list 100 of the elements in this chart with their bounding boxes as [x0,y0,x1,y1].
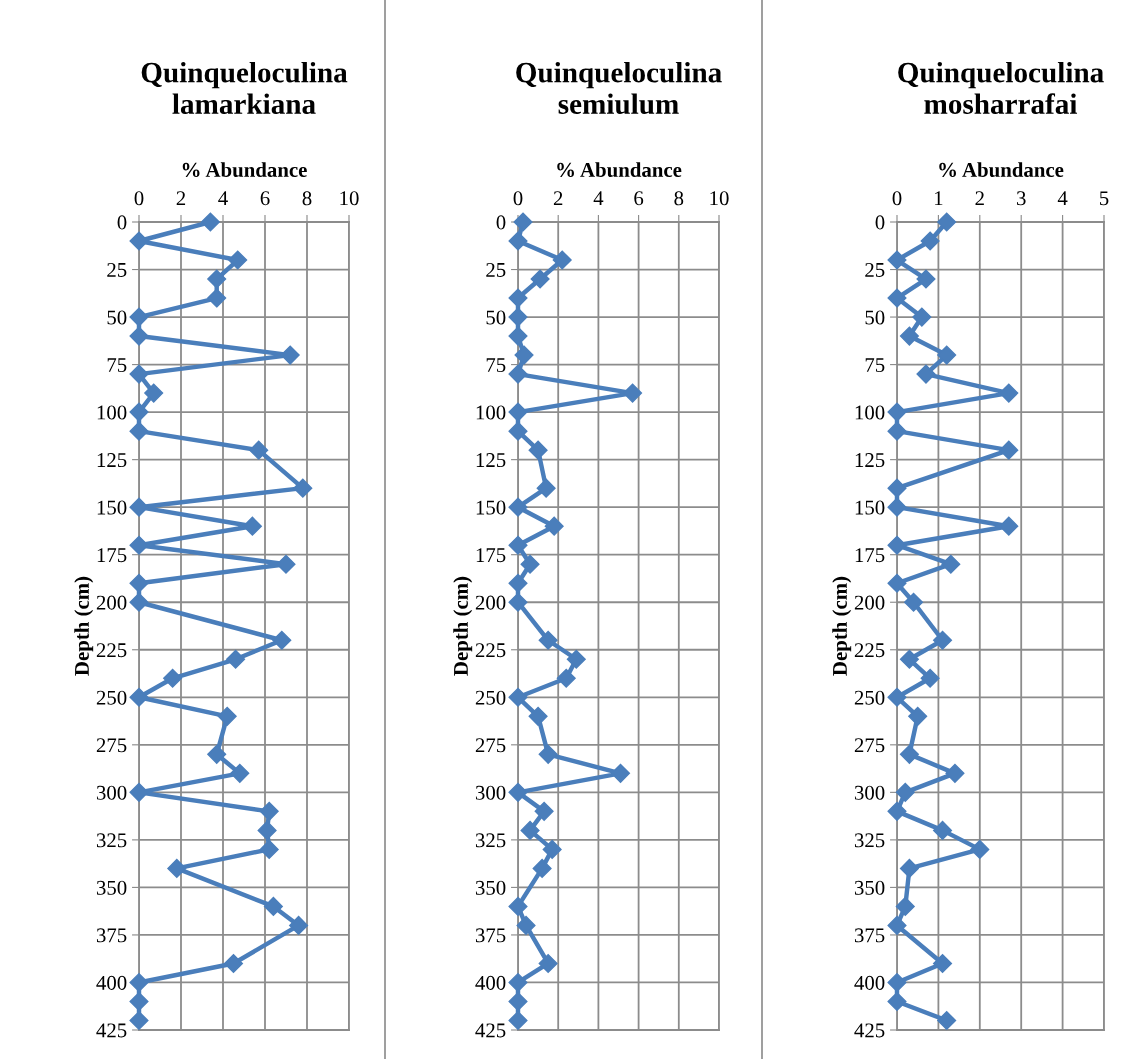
point [933,953,953,973]
y-tick-label: 200 [475,595,506,610]
point [129,421,149,441]
y-tick-label: 325 [475,833,506,848]
point [887,573,907,593]
point [623,383,643,403]
point [887,478,907,498]
y-tick-label: 0 [496,215,506,230]
y-tick-label: 0 [117,215,127,230]
y-tick-label: 0 [875,215,885,230]
point [207,744,227,764]
point [508,991,528,1012]
point [532,858,552,878]
x-tick-label: 6 [634,191,644,206]
point [899,744,919,764]
y-tick-label: 400 [475,975,506,990]
y-axis-title: Depth (cm) [832,576,852,676]
x-tick-label: 0 [892,191,902,206]
y-tick-label: 50 [486,310,506,325]
point [534,801,554,821]
point [937,212,957,232]
y-tick-label: 275 [475,738,506,753]
x-tick-label: 0 [513,191,523,206]
y-tick-label: 150 [855,500,885,515]
y-tick-label: 425 [96,1023,127,1038]
point [895,782,915,802]
point [920,231,940,251]
y-tick-label: 200 [854,595,885,610]
point [933,630,953,650]
point [257,820,277,840]
point [223,953,244,973]
point [129,782,149,802]
point [129,364,149,384]
y-tick-label: 150 [476,500,506,515]
point [293,478,313,498]
y-tick-label: 225 [475,643,506,658]
point [508,231,528,251]
point [542,839,562,859]
x-tick-label: 2 [975,191,984,206]
y-tick-label: 250 [475,690,506,705]
point [887,250,907,270]
y-tick-label: 425 [475,1023,506,1038]
point [941,554,961,574]
point [129,326,149,346]
point [516,915,536,935]
point [217,706,237,726]
y-tick-label: 150 [97,500,127,515]
x-tick-label: 8 [674,191,684,206]
point [999,516,1019,536]
y-axis-title: Depth (cm) [453,576,473,676]
point [887,801,907,821]
chart-title: Quinqueloculina lamarkiana [141,61,348,114]
point [887,915,907,935]
point [129,307,149,327]
point [226,649,246,669]
y-tick-label: 25 [865,262,885,277]
y-tick-label: 375 [475,928,506,943]
y-tick-label: 125 [97,453,127,468]
y-tick-label: 25 [107,262,127,277]
y-tick-label: 400 [854,975,885,990]
x-tick-label: 4 [1057,191,1068,206]
point [276,554,296,574]
x-tick-label: 10 [710,191,729,206]
point [508,573,528,593]
point [129,1010,149,1031]
x-axis-title: % Abundance [939,162,1064,177]
point [514,345,534,365]
point [999,383,1019,403]
y-tick-label: 175 [97,548,127,563]
point [508,782,528,802]
point [259,801,279,821]
point [129,991,149,1012]
y-tick-label: 400 [96,975,127,990]
point [263,896,283,916]
point [552,250,572,270]
point [129,687,149,707]
x-tick-label: 8 [302,191,312,206]
y-tick-label: 225 [96,643,127,658]
y-tick-label: 100 [97,405,127,420]
point [167,858,187,878]
point [920,668,940,688]
y-tick-label: 100 [476,405,506,420]
y-tick-label: 275 [96,738,127,753]
y-tick-label: 250 [96,690,127,705]
y-tick-label: 250 [854,690,885,705]
y-tick-label: 175 [855,548,885,563]
point [945,763,965,783]
point [129,535,149,555]
x-tick-label: 0 [134,191,144,206]
y-tick-label: 350 [854,880,885,895]
point [916,364,936,384]
chart-title: Quinqueloculina semiulum [516,61,722,115]
point [937,345,957,365]
x-axis-title: % Abundance [557,162,682,177]
y-tick-label: 75 [486,358,506,373]
point [887,972,907,993]
x-tick-label: 4 [593,191,604,206]
point [129,592,149,612]
point [528,440,548,460]
point [259,839,279,859]
